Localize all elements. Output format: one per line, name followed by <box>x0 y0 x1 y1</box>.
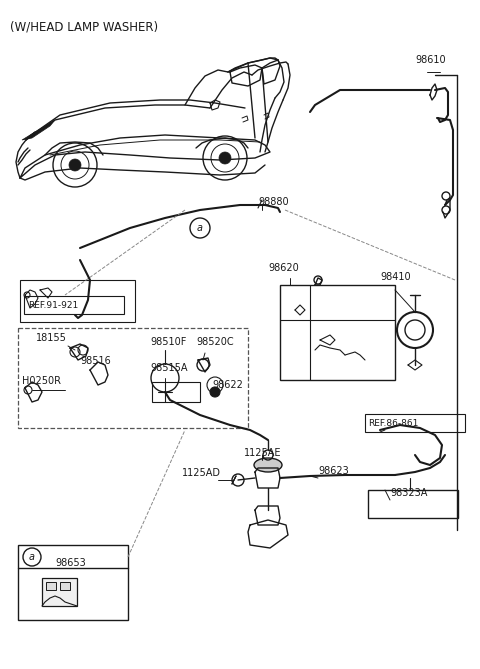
Text: 98516: 98516 <box>80 356 111 366</box>
Text: 98880: 98880 <box>258 197 288 207</box>
Text: 98623: 98623 <box>318 466 349 476</box>
Circle shape <box>210 387 220 397</box>
Bar <box>24 296 124 314</box>
Text: 98510F: 98510F <box>150 337 186 347</box>
Text: REF.86-861: REF.86-861 <box>368 419 419 427</box>
Text: 98620: 98620 <box>268 263 299 273</box>
Bar <box>280 285 395 380</box>
Text: 98515A: 98515A <box>150 363 188 373</box>
Text: 98520C: 98520C <box>196 337 234 347</box>
Circle shape <box>69 159 81 171</box>
Text: a: a <box>29 552 35 562</box>
Ellipse shape <box>254 458 282 472</box>
Polygon shape <box>22 120 55 140</box>
Bar <box>365 414 465 432</box>
Text: 98653: 98653 <box>55 558 86 568</box>
Circle shape <box>219 152 231 164</box>
Bar <box>18 545 128 620</box>
Bar <box>152 382 200 402</box>
Text: 98323A: 98323A <box>390 488 427 498</box>
Bar <box>368 490 458 518</box>
Text: 18155: 18155 <box>36 333 67 343</box>
Bar <box>20 280 135 322</box>
Text: 98610: 98610 <box>415 55 445 65</box>
Text: a: a <box>197 223 203 233</box>
Text: 98622: 98622 <box>212 380 243 390</box>
Text: REF.91-921: REF.91-921 <box>28 300 78 310</box>
Bar <box>42 578 77 606</box>
Bar <box>46 582 56 590</box>
Text: 1125AE: 1125AE <box>244 448 281 458</box>
Bar <box>60 582 70 590</box>
Text: 1125AD: 1125AD <box>182 468 221 478</box>
Text: H0250R: H0250R <box>22 376 61 386</box>
Text: (W/HEAD LAMP WASHER): (W/HEAD LAMP WASHER) <box>10 20 158 33</box>
Text: 98410: 98410 <box>380 272 410 282</box>
Bar <box>18 328 248 428</box>
